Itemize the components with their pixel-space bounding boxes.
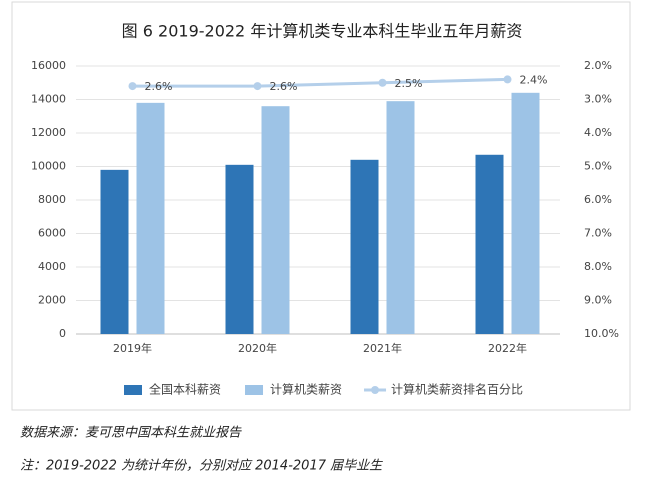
x-tick-label: 2022年 bbox=[488, 341, 527, 355]
bar bbox=[511, 92, 540, 334]
y-tick-label: 10000 bbox=[31, 160, 66, 173]
x-tick-label: 2021年 bbox=[363, 341, 402, 355]
legend-swatch bbox=[371, 386, 380, 394]
bar bbox=[100, 169, 129, 334]
y-tick-label: 12000 bbox=[31, 126, 66, 139]
chart-title: 图 6 2019-2022 年计算机类专业本科生毕业五年月薪资 bbox=[122, 22, 523, 41]
footnote: 数据来源：麦可思中国本科生就业报告 bbox=[20, 426, 242, 441]
line-point bbox=[253, 82, 262, 91]
y-tick-label: 14000 bbox=[31, 93, 66, 106]
y-tick-label: 2000 bbox=[38, 294, 66, 307]
bar bbox=[350, 159, 379, 334]
legend-label: 计算机类薪资 bbox=[270, 382, 342, 397]
y2-tick-label: 6.0% bbox=[584, 193, 612, 206]
y2-tick-label: 2.0% bbox=[584, 59, 612, 72]
legend-label: 全国本科薪资 bbox=[149, 382, 221, 397]
bar bbox=[386, 101, 415, 334]
y-tick-label: 0 bbox=[59, 327, 66, 340]
bar bbox=[136, 102, 165, 334]
y2-tick-label: 10.0% bbox=[584, 327, 619, 340]
y-tick-label: 6000 bbox=[38, 227, 66, 240]
x-tick-label: 2020年 bbox=[238, 341, 277, 355]
chart-frame bbox=[11, 1, 631, 411]
y-tick-label: 4000 bbox=[38, 260, 66, 273]
legend-label: 计算机类薪资排名百分比 bbox=[391, 382, 523, 397]
data-label: 2.5% bbox=[395, 77, 423, 90]
legend-swatch bbox=[124, 385, 142, 395]
legend-swatch bbox=[245, 385, 264, 395]
bar bbox=[225, 164, 254, 334]
footnote: 注：2019-2022 为统计年份，分别对应 2014-2017 届毕业生 bbox=[20, 458, 383, 474]
y2-tick-label: 7.0% bbox=[584, 227, 612, 240]
line-point bbox=[128, 82, 137, 91]
y2-tick-label: 4.0% bbox=[584, 126, 612, 139]
data-label: 2.6% bbox=[145, 80, 173, 93]
y2-tick-label: 9.0% bbox=[584, 294, 612, 307]
y2-tick-label: 5.0% bbox=[584, 160, 612, 173]
line bbox=[132, 77, 508, 88]
y-tick-label: 16000 bbox=[31, 59, 66, 72]
y-tick-label: 8000 bbox=[38, 193, 66, 206]
line-point bbox=[378, 78, 387, 87]
data-label: 2.4% bbox=[520, 73, 548, 86]
bar bbox=[261, 106, 290, 334]
data-label: 2.6% bbox=[270, 80, 298, 93]
y2-tick-label: 3.0% bbox=[584, 93, 612, 106]
x-tick-label: 2019年 bbox=[113, 341, 152, 355]
line-point bbox=[503, 75, 512, 84]
bar bbox=[475, 154, 504, 334]
y2-tick-label: 8.0% bbox=[584, 260, 612, 273]
